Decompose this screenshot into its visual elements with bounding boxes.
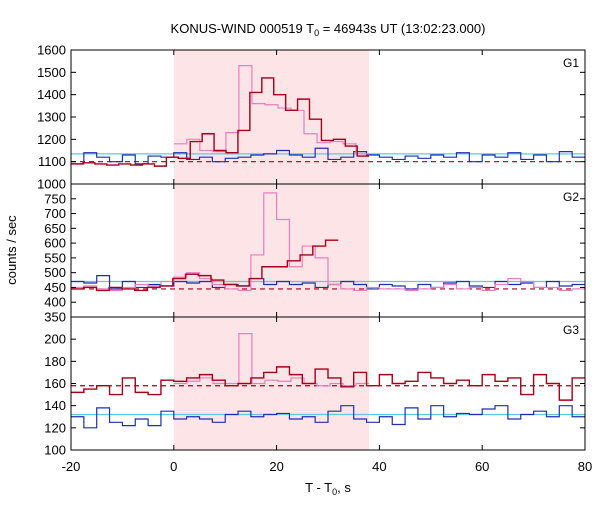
panel-g2-ytick-label: 650 [44, 221, 66, 236]
panel-g2-ytick-label: 750 [44, 191, 66, 206]
panel-g3-series-blue [71, 405, 585, 429]
x-tick-label: 40 [372, 459, 386, 474]
chart-title: KONUS-WIND 000519 T0 = 46943s UT (13:02:… [171, 21, 486, 38]
panel-g3-ytick-label: 200 [44, 332, 66, 347]
x-tick-label: 80 [578, 459, 592, 474]
panel-g1-series-dark-red [71, 77, 370, 167]
panel-g2-series-pink [71, 192, 585, 291]
panel-g1-ytick-label: 1500 [37, 65, 66, 80]
x-tick-label: 20 [269, 459, 283, 474]
chart-title-rest: = 46943s UT (13:02:23.000) [319, 21, 485, 36]
panel-g1-ytick-label: 1000 [37, 177, 66, 192]
panel-g1-series-blue [71, 147, 585, 165]
panel-g1-ytick-label: 1100 [38, 154, 66, 169]
panel-g2-ytick-label: 350 [44, 310, 66, 325]
x-tick-label: 0 [170, 459, 177, 474]
x-tick-label: -20 [62, 459, 81, 474]
panel-g3-series-pink [173, 333, 370, 387]
x-axis-label-rest: , s [337, 480, 351, 495]
panel-g3-ytick-label: 140 [44, 398, 66, 413]
panel-g2-ytick-label: 500 [44, 265, 66, 280]
x-axis-label: T - T0, s [305, 480, 351, 497]
panel-g1-label: G1 [563, 56, 579, 70]
panel-g2-series-dark-red [71, 239, 339, 292]
x-axis-label-main: T - T [305, 480, 332, 495]
x-tick-label: 60 [475, 459, 489, 474]
panel-g2-ytick-label: 700 [44, 206, 66, 221]
panel-g1-ytick-label: 1400 [37, 87, 66, 102]
panel-g2-label: G2 [563, 190, 579, 204]
panel-g1-ytick-label: 1300 [37, 110, 66, 125]
panel-g2-ytick-label: 450 [44, 280, 66, 295]
x-axis-label-subscript: 0 [332, 487, 337, 497]
panel-g2-ytick-label: 400 [44, 295, 66, 310]
y-axis-label: counts / sec [4, 215, 19, 285]
panel-g1-ytick-label: 1600 [37, 43, 66, 58]
panel-g3-series-dark-red [71, 366, 585, 401]
panel-g3-label: G3 [563, 323, 579, 337]
panel-g3-ytick-label: 180 [44, 354, 66, 369]
chart-title-main: KONUS-WIND 000519 T [171, 21, 315, 36]
panel-g3-ytick-label: 160 [44, 376, 66, 391]
panel-g2-ytick-label: 600 [44, 236, 66, 251]
highlight-band [173, 50, 370, 450]
panel-g3-ytick-label: 100 [44, 443, 66, 458]
panel-g2-ytick-label: 550 [44, 250, 66, 265]
panel-g3-ytick-label: 120 [44, 420, 66, 435]
chart-title-subscript: 0 [314, 28, 319, 38]
panel-g1-ytick-label: 1200 [37, 132, 66, 147]
panel-g1-series-pink [173, 65, 370, 155]
